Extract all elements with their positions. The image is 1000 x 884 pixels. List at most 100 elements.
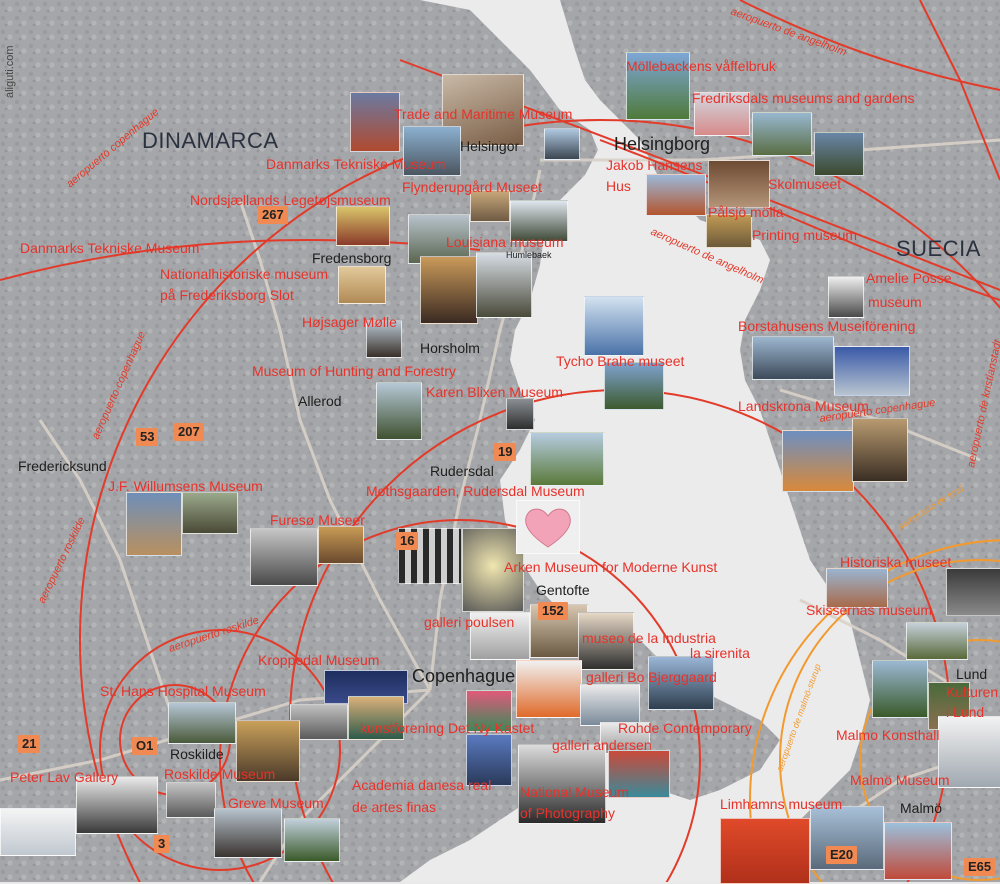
museum-academia-line2[interactable]: de artes finas	[352, 799, 437, 815]
museum-tekniske-2[interactable]: Danmarks Tekniske Museum	[20, 240, 200, 256]
museum-kroppedal[interactable]: Kroppedal Museum	[258, 652, 380, 668]
museum-bjerggaard[interactable]: galleri Bo Bjerggaard	[586, 669, 717, 685]
museum-hojsager[interactable]: Højsager Mølle	[302, 314, 397, 330]
photo-andersen-2[interactable]	[608, 750, 670, 798]
photo-fredriksdals[interactable]	[694, 92, 750, 136]
photo-louisiana-3[interactable]	[476, 252, 532, 318]
museum-rohde[interactable]: Rohde Contemporary	[618, 720, 752, 736]
photo-ny-kastet-2[interactable]	[466, 734, 512, 786]
photo-helsingor[interactable]	[403, 126, 461, 176]
photo-arken-2[interactable]	[462, 528, 524, 612]
photo-nationalhistoriske[interactable]	[338, 266, 386, 304]
photo-skolmuseet[interactable]	[814, 132, 864, 176]
photo-flynderupgard-2[interactable]	[510, 200, 568, 242]
museum-flynderupgard[interactable]: Flynderupgård Museet	[402, 179, 543, 195]
museum-trade-maritime[interactable]: Trade and Maritime Museum	[394, 106, 573, 122]
museum-louisiana[interactable]: Louisiana museum	[446, 234, 564, 250]
photo-skissernas[interactable]	[946, 568, 1000, 616]
photo-greve[interactable]	[214, 808, 282, 858]
photo-bjerggaard[interactable]	[516, 660, 582, 718]
museum-legetoj[interactable]: Nordsjællands Legetøjsmuseum	[190, 192, 391, 208]
photo-jakob-hansens[interactable]	[646, 174, 706, 216]
photo-andersen[interactable]	[518, 744, 606, 824]
museum-jakob-hansens-line2[interactable]: Hus	[606, 178, 631, 194]
museum-willumsens[interactable]: J.F. Willumsens Museum	[108, 478, 263, 494]
museum-sirenita[interactable]: la sirenita	[690, 645, 750, 661]
photo-roskilde-museum-2[interactable]	[166, 782, 216, 818]
museum-amelie-line2[interactable]: museum	[868, 294, 922, 310]
museum-industria[interactable]: museo de la Industria	[582, 630, 716, 646]
museum-hunting[interactable]: Museum of Hunting and Forestry	[252, 363, 456, 379]
photo-industria-2[interactable]	[578, 612, 634, 670]
photo-poulsen[interactable]	[470, 612, 530, 660]
museum-photography[interactable]: National Museum	[520, 784, 629, 800]
photo-blixen[interactable]	[506, 398, 534, 430]
museum-borstahusens[interactable]: Borstahusens Museiförening	[738, 318, 916, 334]
photo-kulturen[interactable]	[872, 660, 928, 718]
photo-landskrona[interactable]	[782, 430, 854, 492]
photo-hunting[interactable]	[376, 382, 422, 440]
museum-mothsgaarden[interactable]: Mothsgaarden, Rudersdal Museum	[366, 483, 585, 499]
photo-rohde[interactable]	[600, 722, 650, 754]
museum-blixen[interactable]: Karen Blixen Museum	[426, 384, 563, 400]
photo-landskrona-building[interactable]	[834, 346, 910, 396]
photo-greve-2[interactable]	[284, 818, 340, 862]
museum-skolmuseet[interactable]: Skolmuseet	[768, 176, 842, 192]
photo-boat[interactable]	[544, 128, 580, 160]
museum-malmo-konsthall[interactable]: Malmo Konsthall	[836, 727, 940, 743]
museum-ny-kastet[interactable]: kunstforening Det Ny Kastet	[360, 720, 535, 736]
photo-st-hans-2[interactable]	[168, 702, 236, 744]
photo-louisiana[interactable]	[408, 214, 470, 264]
photo-fredriksdals-2[interactable]	[752, 112, 812, 156]
photo-st-hans-3[interactable]	[348, 696, 404, 740]
photo-printing[interactable]	[706, 214, 752, 248]
photo-sirenita[interactable]	[648, 656, 714, 710]
photo-mothsgaarden[interactable]	[530, 432, 604, 486]
photo-willumsens-2[interactable]	[182, 492, 238, 534]
photo-tycho[interactable]	[584, 296, 644, 356]
museum-landskrona[interactable]: Landskrona Museum	[738, 398, 869, 414]
museum-mollebackens[interactable]: Möllebackens våffelbruk	[626, 58, 776, 74]
museum-kulturen[interactable]: Kulturen	[946, 684, 999, 700]
photo-ny-kastet[interactable]	[466, 690, 512, 732]
museum-st-hans[interactable]: St. Hans Hospital Museum	[100, 683, 266, 699]
museum-palsjo[interactable]: Pålsjö mölla	[708, 204, 784, 220]
photo-mollebackens[interactable]	[626, 52, 690, 120]
museum-limhamns[interactable]: Limhamns museum	[720, 796, 843, 812]
museum-poulsen[interactable]: galleri poulsen	[424, 614, 515, 630]
photo-historiska[interactable]	[826, 568, 888, 608]
museum-nationalhistoriske-line2[interactable]: på Frederiksborg Slot	[160, 287, 294, 303]
photo-louisiana-2[interactable]	[420, 256, 478, 324]
museum-kulturen-line2[interactable]: i Lund	[946, 704, 985, 720]
photo-palsjo[interactable]	[708, 160, 770, 208]
photo-arken-heart[interactable]	[516, 500, 580, 554]
museum-roskilde[interactable]: Roskilde Museum	[164, 766, 276, 782]
photo-peter-lav[interactable]	[0, 808, 76, 856]
museum-nationalhistoriske[interactable]: Nationalhistoriske museum	[160, 266, 329, 282]
photo-tekniske[interactable]	[350, 92, 400, 152]
photo-malmo-konsthall[interactable]	[938, 716, 1000, 788]
photo-lund[interactable]	[906, 622, 968, 660]
museum-historiska[interactable]: Historiska museet	[840, 554, 952, 570]
photo-flynderupgard[interactable]	[470, 190, 510, 222]
museum-skissernas[interactable]: Skissernas museum	[806, 602, 933, 618]
museum-academia[interactable]: Academia danesa real	[352, 777, 492, 793]
museum-greve[interactable]: Greve Museum	[228, 795, 324, 811]
museum-tycho[interactable]: Tycho Brahe museet	[556, 353, 685, 369]
photo-amelie[interactable]	[828, 276, 864, 318]
photo-legetoj[interactable]	[336, 206, 390, 246]
museum-jakob-hansens[interactable]: Jakob Hansens	[606, 157, 703, 173]
photo-malmo-museum-2[interactable]	[884, 822, 952, 880]
photo-limhamns[interactable]	[720, 818, 810, 884]
photo-landskrona-2[interactable]	[852, 418, 908, 482]
museum-amelie[interactable]: Amelie Posse	[866, 270, 952, 286]
museum-photography-line2[interactable]: of Photography	[520, 805, 615, 821]
museum-fredriksdals[interactable]: Fredriksdals museums and gardens	[692, 90, 915, 106]
museum-peter-lav[interactable]: Peter Lav Gallery	[10, 769, 119, 785]
museum-arken[interactable]: Arken Museum for Moderne Kunst	[504, 559, 718, 575]
photo-peter-lav-2[interactable]	[76, 776, 158, 834]
photo-roskilde-museum[interactable]	[236, 720, 300, 782]
photo-fureso[interactable]	[250, 528, 318, 586]
photo-borstahusens[interactable]	[752, 336, 834, 380]
photo-tycho-2[interactable]	[604, 362, 664, 410]
